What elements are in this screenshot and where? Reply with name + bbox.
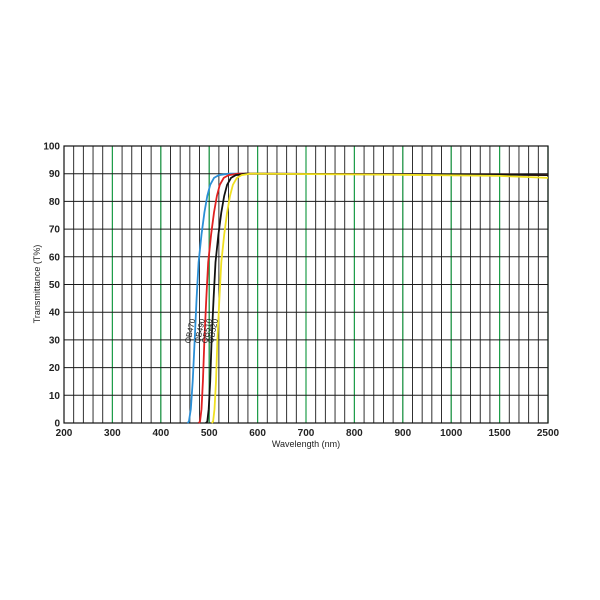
series-line-ob490 (197, 172, 549, 424)
x-tick-label: 200 (56, 428, 73, 439)
y-tick-label: 30 (49, 335, 61, 346)
curves (186, 172, 549, 424)
x-tick-label: 600 (249, 428, 266, 439)
x-tick-labels: 200 300 400 500 600 700 800 900 1000 1500 2500 (56, 428, 560, 439)
grid (63, 145, 549, 424)
x-tick-label: 500 (201, 428, 218, 439)
x-tick-label: 300 (104, 428, 121, 439)
y-tick-label: 50 (49, 280, 61, 291)
x-tick-label: 700 (298, 428, 315, 439)
y-tick-label: 10 (49, 391, 61, 402)
y-tick-label: 40 (49, 308, 61, 319)
y-tick-labels: 0 10 20 30 40 50 60 70 80 90 100 (43, 142, 60, 430)
series-line-ob520 (210, 172, 549, 424)
series-line-ob470 (186, 172, 549, 424)
y-tick-label: 80 (49, 197, 61, 208)
x-tick-label: 400 (152, 428, 169, 439)
y-tick-label: 90 (49, 169, 61, 180)
x-tick-label: 800 (346, 428, 363, 439)
x-tick-label: 2500 (537, 428, 560, 439)
y-tick-label: 70 (49, 225, 61, 236)
y-tick-label: 100 (43, 142, 60, 153)
y-axis-title: Transmittance (T%) (32, 245, 42, 324)
x-tick-label: 1000 (440, 428, 463, 439)
y-tick-label: 0 (54, 419, 60, 430)
x-axis-title: Wavelength (nm) (272, 439, 340, 449)
y-tick-label: 20 (49, 363, 61, 374)
x-tick-label: 900 (394, 428, 411, 439)
y-tick-label: 60 (49, 252, 61, 263)
x-tick-label: 1500 (488, 428, 511, 439)
plot-frame (63, 145, 549, 424)
